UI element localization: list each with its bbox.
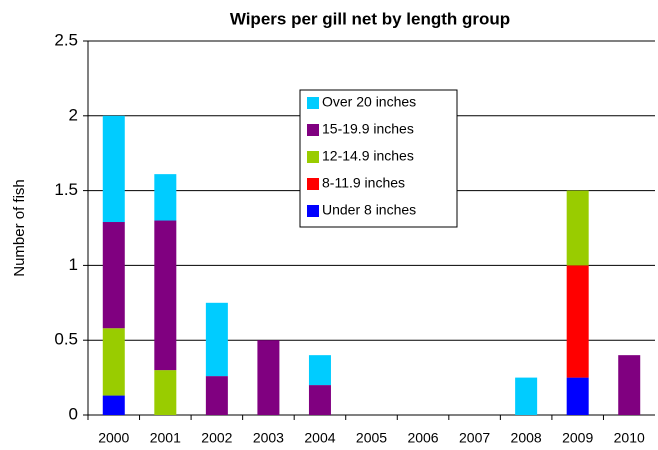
x-tick-label: 2010 [614,430,645,446]
legend-swatch [307,151,319,163]
y-tick-label: 0 [69,404,78,423]
y-tick-label: 2.5 [54,30,78,49]
legend-swatch [307,178,319,190]
x-tick-label: 2007 [459,430,490,446]
bar-segment [154,370,177,415]
bar-segment [566,377,589,415]
legend-label: 8-11.9 inches [322,175,405,191]
bar-segment [308,385,331,415]
bar-segment [515,377,538,415]
bar-segment [566,190,589,266]
bar-segment [154,220,177,371]
legend-swatch [307,205,319,217]
bar-segment [618,355,641,415]
y-axis-label: Number of fish [11,179,28,277]
bar-segment [102,115,125,223]
bar-segment [205,302,228,377]
bar-segment [205,376,228,415]
x-tick-label: 2005 [356,430,387,446]
bar-segment [102,395,125,415]
legend-label: Under 8 inches [322,202,416,218]
y-tick-label: 1 [69,255,78,274]
legend-label: 15-19.9 inches [322,121,414,137]
x-tick-label: 2003 [253,430,284,446]
legend-swatch [307,124,319,136]
x-tick-label: 2002 [201,430,232,446]
bar-segment [102,222,125,329]
y-tick-label: 1.5 [54,180,78,199]
legend-box [299,89,458,228]
legend-swatch [307,97,319,109]
y-tick-label: 2 [69,105,78,124]
x-tick-label: 2000 [98,430,129,446]
chart-title: Wipers per gill net by length group [230,9,510,28]
x-tick-label: 2004 [304,430,335,446]
bar-segment [102,328,125,396]
legend-label: Over 20 inches [322,94,416,110]
bar-segment [257,340,280,415]
y-tick-label: 0.5 [54,330,78,349]
bar-segment [308,355,331,386]
x-tick-label: 2008 [511,430,542,446]
bar-segment [566,265,589,378]
x-tick-label: 2006 [407,430,438,446]
x-tick-label: 2009 [562,430,593,446]
x-tick-label: 2001 [150,430,181,446]
bar-segment [154,174,177,221]
legend-label: 12-14.9 inches [322,148,414,164]
